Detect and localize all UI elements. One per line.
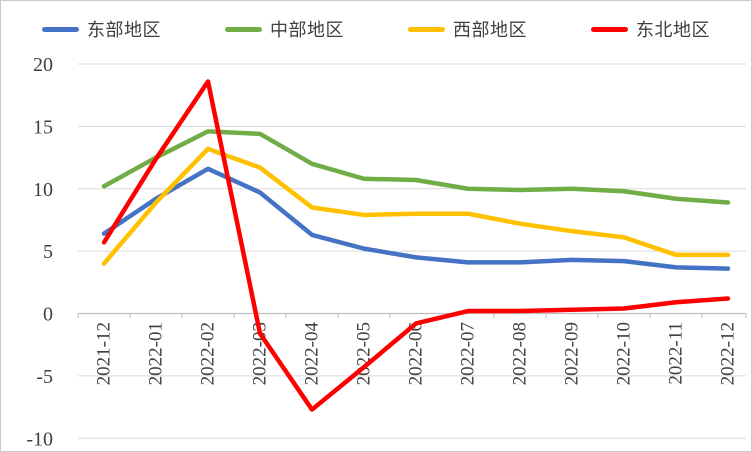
y-tick-label: 5 [43, 241, 53, 263]
y-axis: 20 15 10 5 0 -5 -10 [26, 54, 53, 450]
legend-swatch-east [42, 26, 79, 32]
x-tick-label: 2022-09 [562, 322, 583, 385]
x-tick-label: 2022-07 [458, 322, 479, 385]
y-tick-label: 10 [33, 179, 53, 201]
y-tick-label: 20 [33, 54, 53, 76]
legend-item-west: 西部地区 [408, 16, 527, 42]
x-tick-label: 2022-01 [146, 322, 167, 385]
x-tick-label: 2022-04 [302, 322, 323, 386]
legend-swatch-central [225, 26, 262, 32]
legend-label: 西部地区 [453, 20, 527, 40]
x-tick-label: 2022-11 [666, 322, 687, 385]
legend-item-northeast: 东北地区 [591, 16, 710, 42]
chart-legend: 东部地区 中部地区 西部地区 东北地区 [1, 16, 751, 42]
legend-label: 中部地区 [270, 20, 344, 40]
gridlines [78, 63, 746, 439]
legend-label: 东部地区 [87, 20, 161, 40]
y-tick-label: 0 [43, 304, 53, 326]
y-tick-label: -5 [36, 366, 53, 388]
legend-item-central: 中部地区 [225, 16, 344, 42]
x-axis [77, 312, 747, 319]
x-tick-label: 2022-02 [198, 322, 219, 385]
y-tick-label: 15 [33, 116, 53, 138]
series-line-central [101, 129, 731, 205]
legend-swatch-northeast [591, 26, 628, 32]
series-line-northeast [101, 79, 731, 412]
series-line-east [101, 166, 731, 271]
x-tick-label: 2022-06 [406, 322, 427, 385]
legend-item-east: 东部地区 [42, 16, 161, 42]
x-tick-label: 2022-12 [718, 322, 739, 385]
legend-label: 东北地区 [636, 20, 710, 40]
x-tick-label: 2022-10 [614, 322, 635, 385]
y-tick-label: -10 [26, 428, 53, 450]
x-tick-label: 2022-08 [510, 322, 531, 385]
x-tick-label: 2021-12 [94, 322, 115, 385]
series-line-west [101, 146, 731, 266]
legend-swatch-west [408, 26, 445, 32]
